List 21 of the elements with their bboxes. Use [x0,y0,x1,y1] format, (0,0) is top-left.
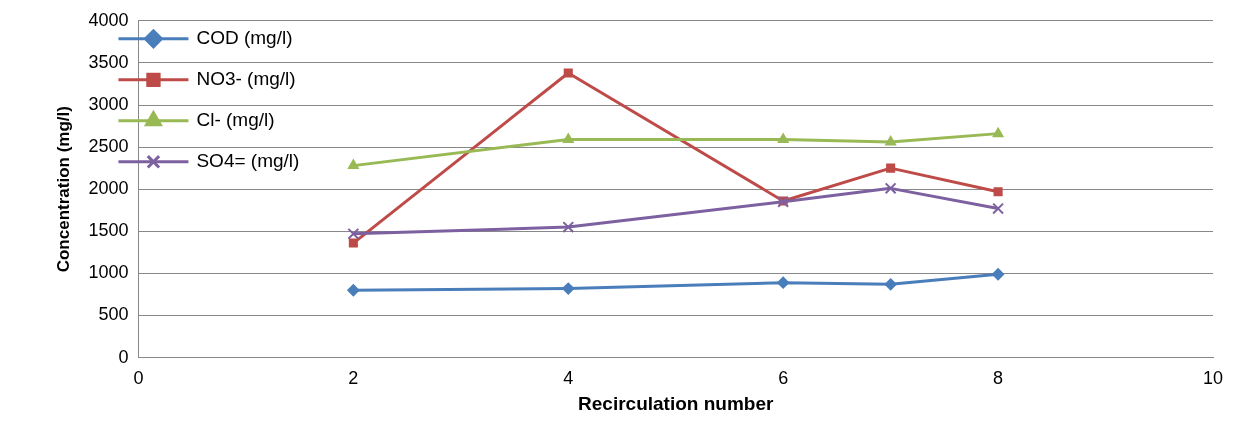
x-tick-label: 8 [993,368,1004,389]
y-tick-label: 2500 [88,136,129,157]
x-tick-label: 2 [348,368,359,389]
legend-label: COD (mg/l) [196,27,293,49]
legend-label: Cl- (mg/l) [196,109,275,131]
y-tick-label: 3500 [88,51,129,72]
x-tick-label: 6 [778,368,789,389]
y-tick-label: 500 [98,304,129,325]
y-tick-label: 1500 [88,220,129,241]
legend-label: NO3- (mg/l) [196,68,296,90]
y-tick-label: 1000 [88,262,129,283]
y-tick-label: 4000 [88,9,129,30]
y-axis-title: Concentration (mg/l) [53,106,73,273]
y-tick-label: 0 [118,346,129,367]
legend-label: SO4= (mg/l) [196,150,300,172]
x-axis-title: Recirculation number [578,392,774,414]
x-tick-label: 4 [563,368,574,389]
x-tick-label: 0 [133,368,144,389]
y-tick-label: 2000 [88,178,129,199]
y-tick-label: 3000 [88,93,129,114]
x-tick-label: 10 [1202,368,1224,389]
